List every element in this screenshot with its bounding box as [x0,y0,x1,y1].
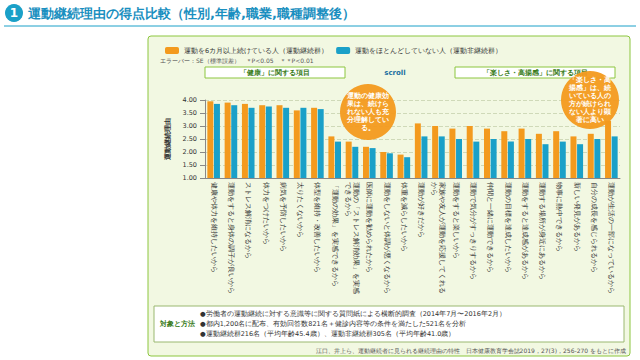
svg-text:「楽しさ・高: 「楽しさ・高 [569,75,611,84]
svg-text:2.00: 2.00 [183,148,197,156]
svg-text:1: 1 [10,6,18,20]
svg-text:ない人より顕: ない人より顕 [569,108,611,116]
svg-text:自分の成長を感じられるから: 自分の成長を感じられるから [590,182,598,273]
svg-text:運動をすると達成感があるから: 運動をすると達成感があるから [521,182,529,280]
svg-text:病気を予防したいから: 病気を予防したいから [279,182,287,252]
svg-text:運動をすると楽しいから: 運動をすると楽しいから [452,182,460,259]
svg-text:体型を維持・改善したいから: 体型を維持・改善したいから [313,182,322,273]
svg-text:運動で気分がすっきりするから: 運動で気分がすっきりするから [469,182,477,280]
svg-text:運動を6カ月以上続けている人（運動継続群）: 運動を6カ月以上続けている人（運動継続群） [184,47,328,55]
svg-text:運動の目標を達成したいから: 運動の目標を達成したいから [504,182,512,273]
svg-text:できるから: できるから [344,182,352,217]
svg-text:運動の健康効: 運動の健康効 [346,91,389,100]
svg-text:●運動継続群216名（平均年齢45.4歳）、運動非継続群30: ●運動継続群216名（平均年齢45.4歳）、運動非継続群305名（平均年齢41.… [200,330,455,338]
svg-text:から: から [430,182,438,196]
svg-text:●労働者の運動継続に対する意識等に関する質問紙による横断的調: ●労働者の運動継続に対する意識等に関する質問紙による横断的調査（2014年7月〜… [200,310,506,318]
svg-text:分理解してい: 分理解してい [346,116,389,124]
svg-text:健康や体力を維持したいから: 健康や体力を維持したいから [210,182,218,273]
svg-text:4.00: 4.00 [183,96,197,104]
svg-text:医師に運動を勧められたから: 医師に運動を勧められたから [365,182,373,273]
svg-text:運動する場所が身近にあるから: 運動する場所が身近にあるから [538,182,546,280]
svg-text:運動が生活の一部になっているから: 運動が生活の一部になっているから [607,182,615,294]
svg-text:1.50: 1.50 [183,161,197,169]
svg-text:運動をほとんどしていない人（運動非継続群）: 運動をほとんどしていない人（運動非継続群） [355,47,502,55]
svg-text:運動の「ストレス解消効果」を実感: 運動の「ストレス解消効果」を実感 [352,182,360,294]
svg-text:仲間と一緒に運動できるから: 仲間と一緒に運動できるから [486,182,494,273]
svg-text:ストレス解消になるから: ストレス解消になるから [244,182,252,259]
svg-text:1.00: 1.00 [183,174,197,182]
svg-text:体力をつけたいから: 体力をつけたいから [262,182,270,245]
svg-text:揚感」は、続: 揚感」は、続 [568,84,611,92]
svg-text:運動をすると身体の調子が良いから: 運動をすると身体の調子が良いから [227,182,235,294]
svg-text:体重を減らしたいから: 体重を減らしたいから [400,182,408,252]
svg-text:3.50: 3.50 [183,109,197,117]
svg-text:太りたくないから: 太りたくないから [296,182,304,238]
svg-text:方が続けられ: 方が続けられ [568,99,611,108]
svg-text:3.00: 3.00 [183,122,197,130]
svg-text:いている人の: いている人の [569,92,611,100]
svg-text:●都内1,200名に配布、有効回答数821名＋健診内容等の条: ●都内1,200名に配布、有効回答数821名＋健診内容等の条件を満たした521名… [200,320,466,328]
svg-text:果は、続けら: 果は、続けら [346,100,389,108]
svg-text:著に高い: 著に高い [575,115,604,124]
svg-text:江口、井上ら、運動継続者に見られる継続理由の特性 日本健康教: 江口、井上ら、運動継続者に見られる継続理由の特性 日本健康教育学会誌2019，2… [316,347,626,354]
svg-text:エラーバー：SE（標準誤差） ＊P<0.05 ＊＊P<0.0: エラーバー：SE（標準誤差） ＊P<0.05 ＊＊P<0.01 [160,57,314,65]
svg-text:2.50: 2.50 [183,135,197,143]
svg-text:scroll: scroll [384,69,405,77]
svg-text:対象と方法: 対象と方法 [159,319,195,328]
svg-text:「運動の効果」を実感できるから: 「運動の効果」を実感できるから [331,182,339,287]
svg-text:運動継続理由: 運動継続理由 [164,118,172,161]
svg-text:運動をしないと体調が悪くなるから: 運動をしないと体調が悪くなるから [383,182,391,294]
svg-text:運動が好きだから: 運動が好きだから [417,182,425,238]
svg-text:る。: る。 [361,124,375,132]
svg-text:「健康」に関する項目: 「健康」に関する項目 [240,68,310,77]
svg-text:「楽しさ・高揚感」に関する項目: 「楽しさ・高揚感」に関する項目 [482,68,588,77]
svg-text:運動継続理由の得点比較（性別,年齢,職業,職種調整後）: 運動継続理由の得点比較（性別,年齢,職業,職種調整後） [27,6,355,21]
svg-text:れない人も充: れない人も充 [346,107,390,116]
svg-text:物事に熱中できるから: 物事に熱中できるから [555,182,563,252]
svg-text:新しい発見があるから: 新しい発見があるから [573,182,581,252]
svg-text:家族や友人が運動を応援してくれる: 家族や友人が運動を応援してくれる [438,182,446,294]
